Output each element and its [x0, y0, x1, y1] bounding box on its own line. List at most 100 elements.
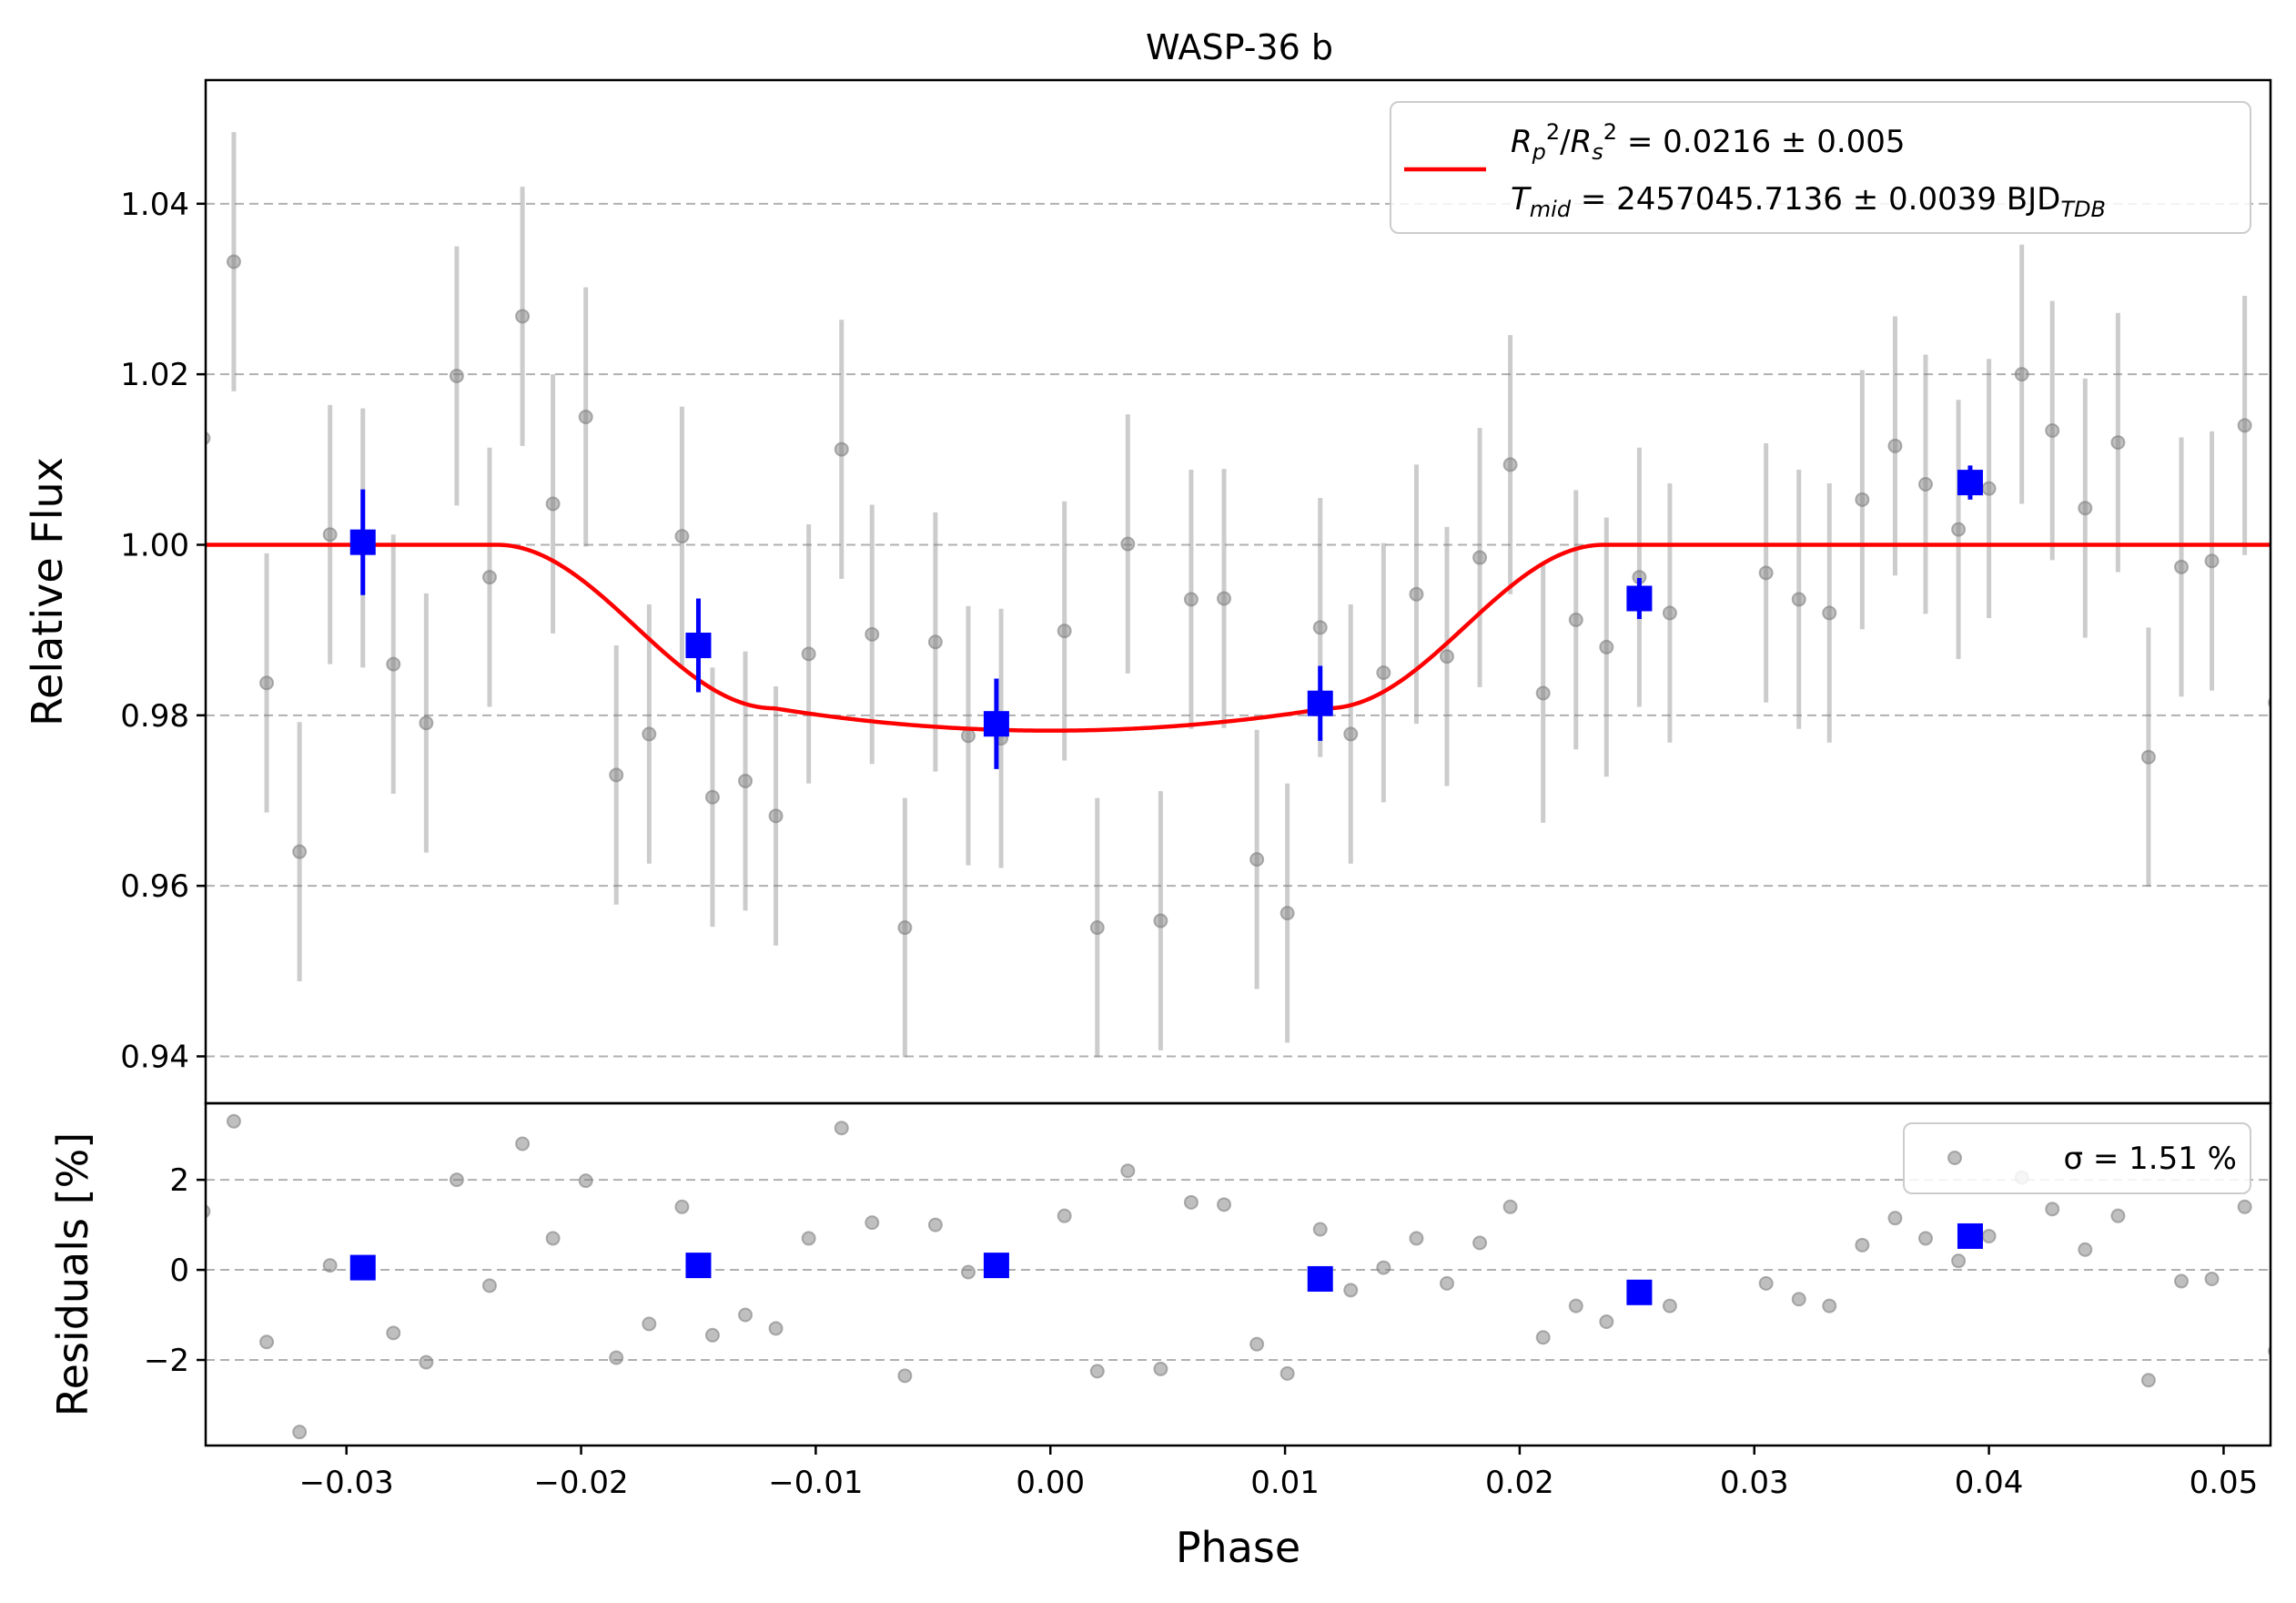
chart-title: WASP-36 b — [1146, 27, 1333, 67]
raw-data-point — [1439, 649, 1454, 665]
raw-data-point — [1887, 438, 1903, 453]
x-tick-label: 0.01 — [1250, 1465, 1320, 1501]
x-axis: −0.03 −0.02 −0.01 0.00 0.01 0.02 0.03 0.04 0.05 — [299, 1446, 2259, 1501]
binned-data-point — [1626, 585, 1653, 612]
x-tick-label: 0.00 — [1016, 1465, 1085, 1501]
main-grid — [206, 202, 2271, 1058]
residual-binned-point — [685, 1253, 712, 1279]
raw-data-point — [1089, 920, 1105, 936]
x-axis-label: Phase — [1176, 1523, 1300, 1572]
residual-raw-point — [292, 1425, 308, 1440]
raw-data-point — [865, 626, 880, 642]
raw-data-point — [674, 529, 690, 544]
raw-data-point — [1822, 605, 1837, 621]
residual-raw-point — [259, 1334, 275, 1350]
main-y-axis-label: Relative Flux — [23, 457, 72, 726]
legend-depth-text: Rp2/Rs2 = 0.0216 ± 0.005 — [1511, 119, 1906, 165]
residual-raw-point — [2204, 1271, 2220, 1286]
residuals-y-tick-label: 2 — [169, 1162, 189, 1199]
residual-binned-point — [349, 1254, 376, 1281]
main-plot-panel: 0.94 0.96 0.98 1.00 1.02 1.04 Relative Flux R… — [23, 78, 2272, 1105]
residual-raw-point — [834, 1121, 849, 1136]
raw-data-point — [1758, 565, 1774, 581]
raw-data-point — [1568, 612, 1583, 627]
raw-data-point — [2110, 435, 2126, 451]
raw-data-point — [927, 634, 943, 650]
residual-raw-point — [419, 1354, 434, 1370]
residual-raw-point — [1120, 1163, 1136, 1179]
binned-data-point — [349, 529, 376, 555]
residual-raw-point — [481, 1278, 497, 1294]
raw-data-point — [226, 254, 241, 269]
raw-data-point — [1312, 620, 1328, 635]
raw-data-point — [2174, 559, 2190, 574]
residual-raw-point — [704, 1327, 720, 1343]
binned-data-point — [685, 633, 712, 659]
main-y-tick-label: 0.94 — [120, 1039, 189, 1075]
residuals-plot-panel: −2 0 2 −0.03 −0.02 −0.01 0.00 0.01 0.02 0.03 0.04… — [48, 1101, 2272, 1572]
raw-data-point — [545, 496, 561, 512]
residual-raw-point — [1472, 1235, 1488, 1251]
raw-data-point — [259, 675, 275, 691]
residual-raw-point — [1887, 1211, 1903, 1226]
x-tick-label: 0.02 — [1485, 1465, 1554, 1501]
raw-data-point — [1279, 906, 1295, 921]
residual-raw-point — [1312, 1222, 1328, 1237]
raw-data-point — [2014, 367, 2029, 382]
residual-raw-point — [642, 1316, 657, 1332]
legend-raw-point-swatch — [1947, 1151, 1962, 1165]
raw-data-point — [704, 789, 720, 805]
main-legend-box — [1390, 101, 2251, 234]
raw-data-point — [1502, 457, 1518, 472]
residual-raw-point — [1089, 1364, 1105, 1379]
raw-data-point — [1855, 492, 1870, 507]
residual-raw-point — [1376, 1260, 1391, 1275]
binned-data-point — [983, 711, 1009, 737]
residual-raw-point — [865, 1215, 880, 1231]
raw-data-point — [1981, 481, 1997, 496]
residual-raw-point — [322, 1258, 338, 1273]
residual-raw-point — [1981, 1228, 1997, 1243]
residual-raw-point — [960, 1264, 976, 1280]
raw-data-point — [1409, 586, 1424, 602]
residual-raw-point — [1822, 1298, 1837, 1314]
raw-data-point — [1599, 639, 1614, 654]
raw-data-point — [768, 808, 784, 824]
residual-raw-point — [1409, 1231, 1424, 1246]
residual-raw-point — [578, 1173, 593, 1189]
residual-binned-point — [1957, 1223, 1983, 1249]
residuals-legend: σ = 1.51 % — [1903, 1122, 2251, 1194]
raw-data-point — [1217, 591, 1232, 606]
residuals-legend-box — [1903, 1122, 2251, 1194]
main-y-tick-label: 0.98 — [120, 698, 189, 735]
residual-raw-point — [1951, 1253, 1967, 1269]
residual-raw-point — [1855, 1237, 1870, 1253]
residual-raw-point — [2174, 1273, 2190, 1289]
raw-data-point — [1120, 536, 1136, 552]
residual-raw-point — [674, 1199, 690, 1214]
residual-raw-point — [2078, 1242, 2093, 1257]
main-y-tick-label: 1.00 — [120, 527, 189, 563]
residual-raw-point — [1502, 1199, 1518, 1214]
legend-tmid-text: Tmid = 2457045.7136 ± 0.0039 BJDTDB — [1511, 181, 2106, 222]
residual-raw-point — [1599, 1314, 1614, 1329]
residual-raw-point — [2110, 1208, 2126, 1223]
raw-data-point — [2140, 749, 2156, 765]
raw-data-point — [609, 767, 624, 783]
raw-data-point — [206, 431, 211, 445]
residual-raw-point — [1183, 1194, 1199, 1210]
transit-model-line — [206, 543, 2271, 733]
raw-data-point — [322, 527, 338, 543]
x-tick-label: 0.05 — [2190, 1465, 2259, 1501]
raw-data-points — [206, 132, 2271, 1058]
raw-data-point — [738, 773, 754, 788]
legend-sigma-text: σ = 1.51 % — [2064, 1141, 2237, 1177]
residual-raw-point — [2237, 1199, 2252, 1214]
residuals-y-tick-label: 0 — [169, 1253, 189, 1289]
residual-raw-point — [2045, 1202, 2060, 1217]
raw-data-point — [2045, 422, 2060, 438]
main-y-axis: 0.94 0.96 0.98 1.00 1.02 1.04 — [120, 187, 206, 1075]
residual-raw-point — [545, 1231, 561, 1246]
residual-raw-point — [1279, 1365, 1295, 1381]
binned-data-point — [1957, 470, 1983, 496]
